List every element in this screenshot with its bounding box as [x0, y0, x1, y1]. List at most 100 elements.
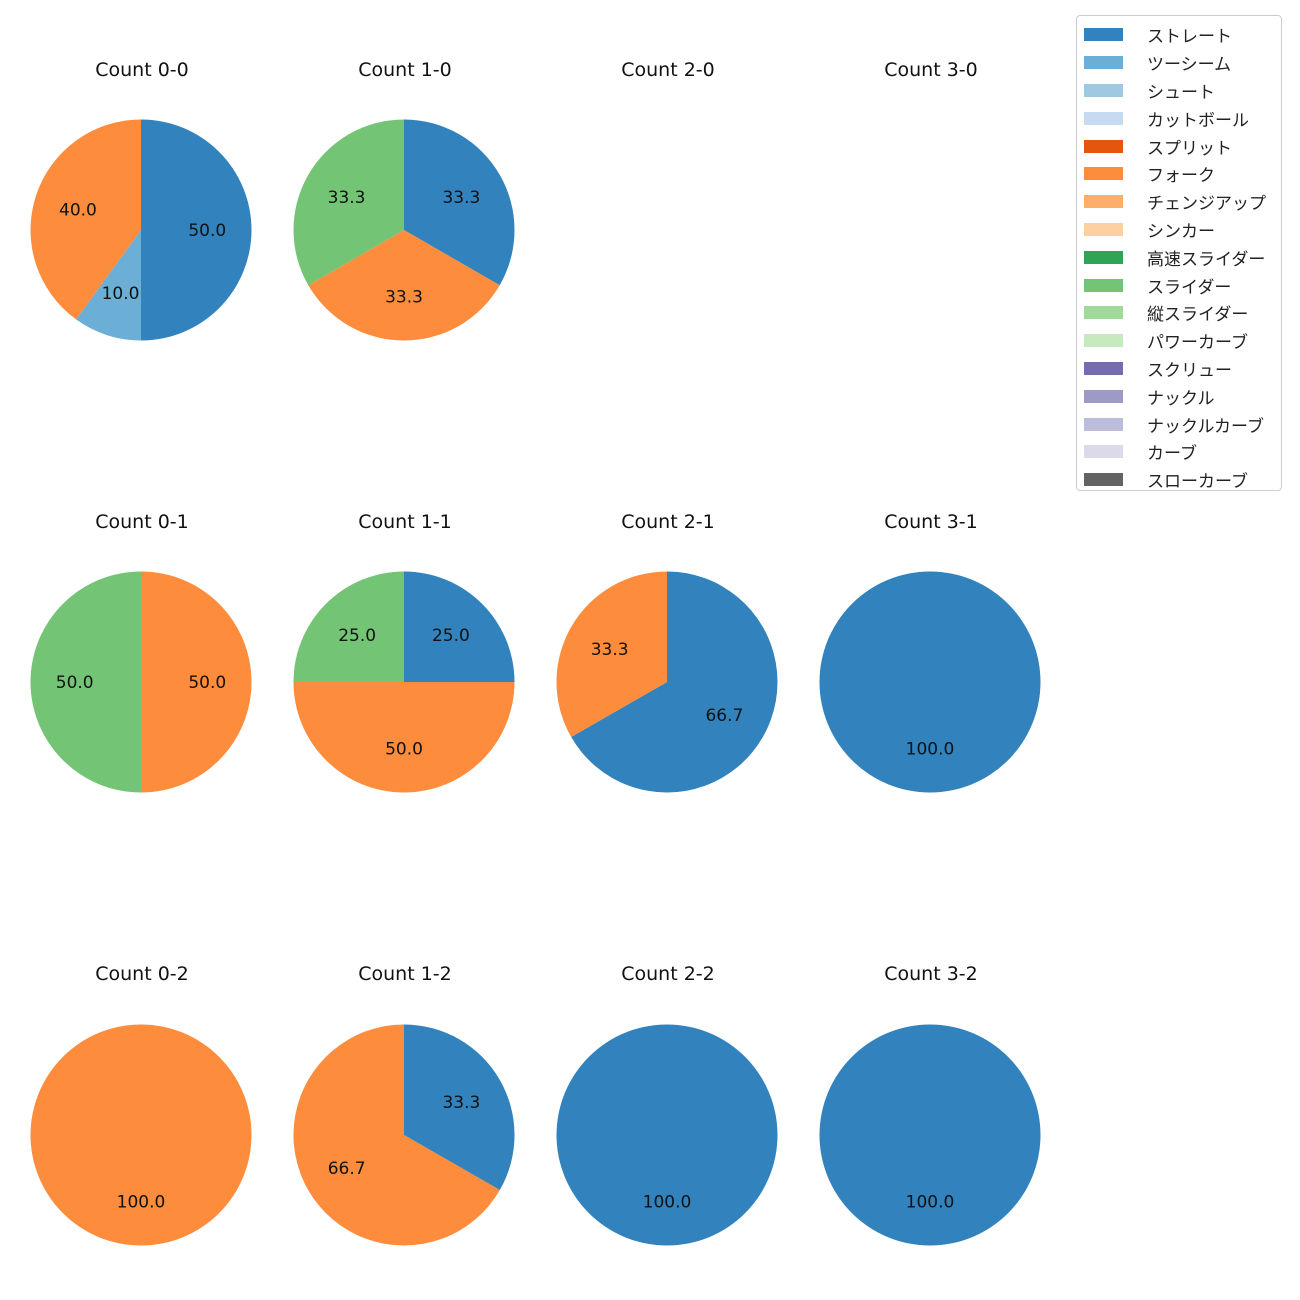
slice-label: 50.0	[56, 673, 94, 693]
slice-label: 66.7	[328, 1159, 366, 1179]
pie-slice	[556, 1024, 778, 1246]
slice-label: 50.0	[188, 221, 226, 241]
pie-slice	[30, 571, 142, 793]
legend-item: カットボール	[1077, 104, 1281, 132]
slice-label: 33.3	[442, 1093, 480, 1113]
pie-title: Count 1-1	[358, 511, 452, 533]
legend-label: パワーカーブ	[1147, 333, 1248, 354]
legend-swatch	[1084, 56, 1123, 70]
legend-label: ツーシーム	[1147, 55, 1232, 76]
legend-item: スプリット	[1077, 132, 1281, 160]
pie-slice	[819, 571, 1041, 793]
pie-slice	[404, 119, 515, 286]
slice-label: 33.3	[591, 640, 629, 660]
slice-label: 50.0	[385, 739, 423, 759]
pie-title: Count 1-0	[358, 59, 452, 81]
pie-slice	[141, 571, 252, 793]
legend-label: ナックルカーブ	[1147, 416, 1264, 437]
pie-slice	[404, 1024, 515, 1191]
legend-item: チェンジアップ	[1077, 188, 1281, 216]
legend-item: ナックル	[1077, 382, 1281, 410]
pie-title: Count 2-0	[621, 59, 715, 81]
legend-item: ナックルカーブ	[1077, 410, 1281, 438]
legend-swatch	[1084, 222, 1123, 236]
pie-title: Count 0-0	[95, 59, 189, 81]
legend-item: パワーカーブ	[1077, 327, 1281, 355]
pie-title: Count 0-2	[95, 963, 189, 985]
pie-title: Count 2-1	[621, 511, 715, 533]
legend-swatch	[1084, 83, 1123, 97]
legend-label: シュート	[1147, 82, 1215, 103]
legend-label: チェンジアップ	[1147, 194, 1266, 215]
legend-item: ストレート	[1077, 21, 1281, 49]
slice-label: 33.3	[442, 188, 480, 208]
legend-label: カーブ	[1147, 444, 1197, 465]
pie-slice	[293, 682, 515, 793]
legend-swatch	[1084, 473, 1123, 487]
legend-label: シンカー	[1147, 221, 1215, 242]
pie-slice	[30, 1024, 252, 1246]
slice-label: 33.3	[385, 287, 423, 307]
pie-title: Count 1-2	[358, 963, 452, 985]
legend-label: 高速スライダー	[1147, 249, 1266, 270]
pie-slice	[404, 571, 515, 682]
legend: ストレートツーシームシュートカットボール スプリットフォークチェンジアップ シンカー…	[1076, 15, 1282, 494]
pie-title: Count 3-0	[884, 59, 978, 81]
legend-item: スクリュー	[1077, 355, 1281, 383]
legend-item: シュート	[1077, 77, 1281, 105]
legend-label: スプリット	[1147, 138, 1232, 159]
slice-label: 25.0	[432, 626, 470, 646]
slice-label: 33.3	[328, 188, 366, 208]
legend-label: ナックル	[1147, 388, 1215, 409]
pie-slice	[141, 119, 252, 341]
legend-swatch	[1084, 195, 1123, 209]
legend-label: スライダー	[1147, 277, 1232, 298]
legend-swatch	[1084, 417, 1123, 431]
pie-slice	[293, 1024, 500, 1246]
legend-swatch	[1084, 139, 1123, 153]
legend-swatch	[1084, 361, 1123, 375]
legend-item: 縦スライダー	[1077, 299, 1281, 327]
pie-title: Count 3-2	[884, 963, 978, 985]
slice-label: 100.0	[117, 1192, 166, 1212]
legend-label: フォーク	[1147, 166, 1215, 187]
slice-label: 66.7	[705, 706, 743, 726]
slice-label: 100.0	[906, 739, 955, 759]
slice-label: 10.0	[102, 284, 140, 304]
legend-item: 高速スライダー	[1077, 243, 1281, 271]
legend-item: フォーク	[1077, 160, 1281, 188]
slice-label: 40.0	[59, 201, 97, 221]
legend-swatch	[1084, 250, 1123, 264]
pie-slice	[293, 119, 404, 286]
pie-slice	[30, 119, 142, 320]
legend-swatch	[1084, 278, 1123, 292]
slice-label: 50.0	[188, 673, 226, 693]
pie-slice	[571, 571, 778, 793]
legend-swatch	[1084, 28, 1123, 42]
legend-swatch	[1084, 306, 1123, 320]
slice-label: 100.0	[906, 1192, 955, 1212]
legend-swatch	[1084, 389, 1123, 403]
slice-label: 25.0	[338, 626, 376, 646]
legend-swatch	[1084, 111, 1123, 125]
pie-slice	[293, 571, 404, 682]
pie-slice	[76, 230, 141, 341]
legend-label: 縦スライダー	[1147, 305, 1249, 326]
legend-swatch	[1084, 167, 1123, 181]
pie-slice	[556, 571, 667, 738]
legend-swatch	[1084, 445, 1123, 459]
legend-item: ツーシーム	[1077, 49, 1281, 77]
pie-title: Count 2-2	[621, 963, 715, 985]
legend-label: カットボール	[1147, 110, 1249, 131]
pie-title: Count 3-1	[884, 511, 978, 533]
slice-label: 100.0	[643, 1192, 692, 1212]
legend-swatch	[1084, 334, 1123, 348]
pie-title: Count 0-1	[95, 511, 189, 533]
pie-slice	[819, 1024, 1041, 1246]
legend-item: スローカーブ	[1077, 466, 1281, 494]
legend-item: カーブ	[1077, 438, 1281, 466]
legend-label: スクリュー	[1147, 360, 1232, 381]
legend-label: スローカーブ	[1147, 472, 1248, 493]
